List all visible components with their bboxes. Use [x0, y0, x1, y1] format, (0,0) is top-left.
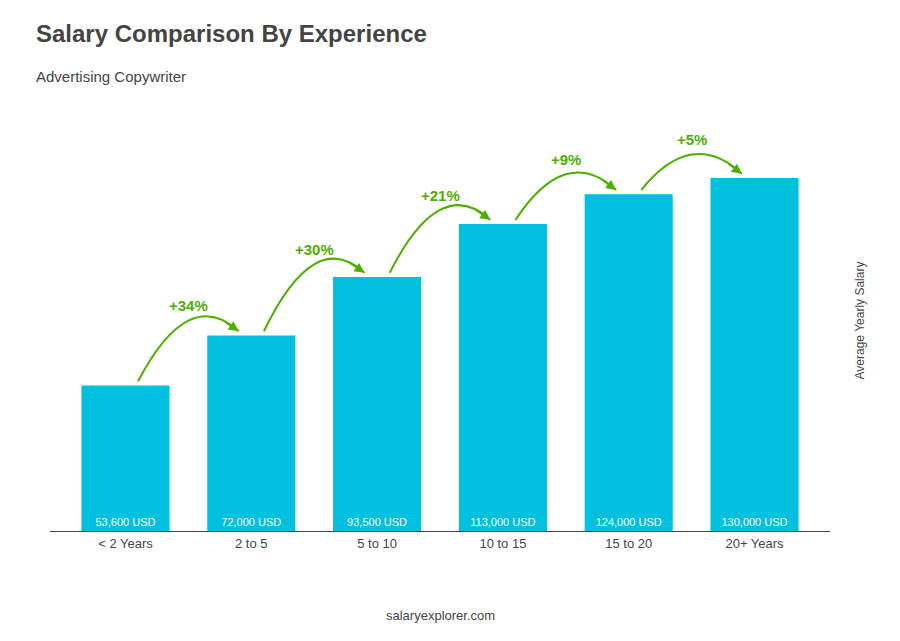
svg-text:2 to 5: 2 to 5: [235, 536, 268, 551]
svg-text:124,000 USD: 124,000 USD: [596, 516, 662, 528]
svg-text:130,000 USD: 130,000 USD: [721, 516, 787, 528]
svg-text:+30%: +30%: [295, 241, 334, 258]
svg-text:53,600 USD: 53,600 USD: [95, 516, 155, 528]
svg-text:15 to 20: 15 to 20: [605, 536, 652, 551]
svg-text:+9%: +9%: [551, 151, 581, 168]
svg-text:20+ Years: 20+ Years: [725, 536, 784, 551]
svg-text:93,500 USD: 93,500 USD: [347, 516, 407, 528]
svg-text:Advertising Copywriter: Advertising Copywriter: [36, 68, 186, 85]
svg-text:salaryexplorer.com: salaryexplorer.com: [386, 608, 495, 623]
svg-text:+34%: +34%: [169, 297, 208, 314]
svg-text:72,000 USD: 72,000 USD: [221, 516, 281, 528]
svg-text:< 2 Years: < 2 Years: [98, 536, 153, 551]
svg-text:10 to 15: 10 to 15: [479, 536, 526, 551]
svg-text:113,000 USD: 113,000 USD: [470, 516, 535, 528]
svg-text:Average Yearly Salary: Average Yearly Salary: [853, 262, 867, 380]
svg-text:5 to 10: 5 to 10: [357, 536, 397, 551]
svg-text:Salary Comparison By Experienc: Salary Comparison By Experience: [36, 20, 427, 47]
svg-text:+5%: +5%: [677, 131, 707, 148]
svg-text:+21%: +21%: [421, 187, 460, 204]
